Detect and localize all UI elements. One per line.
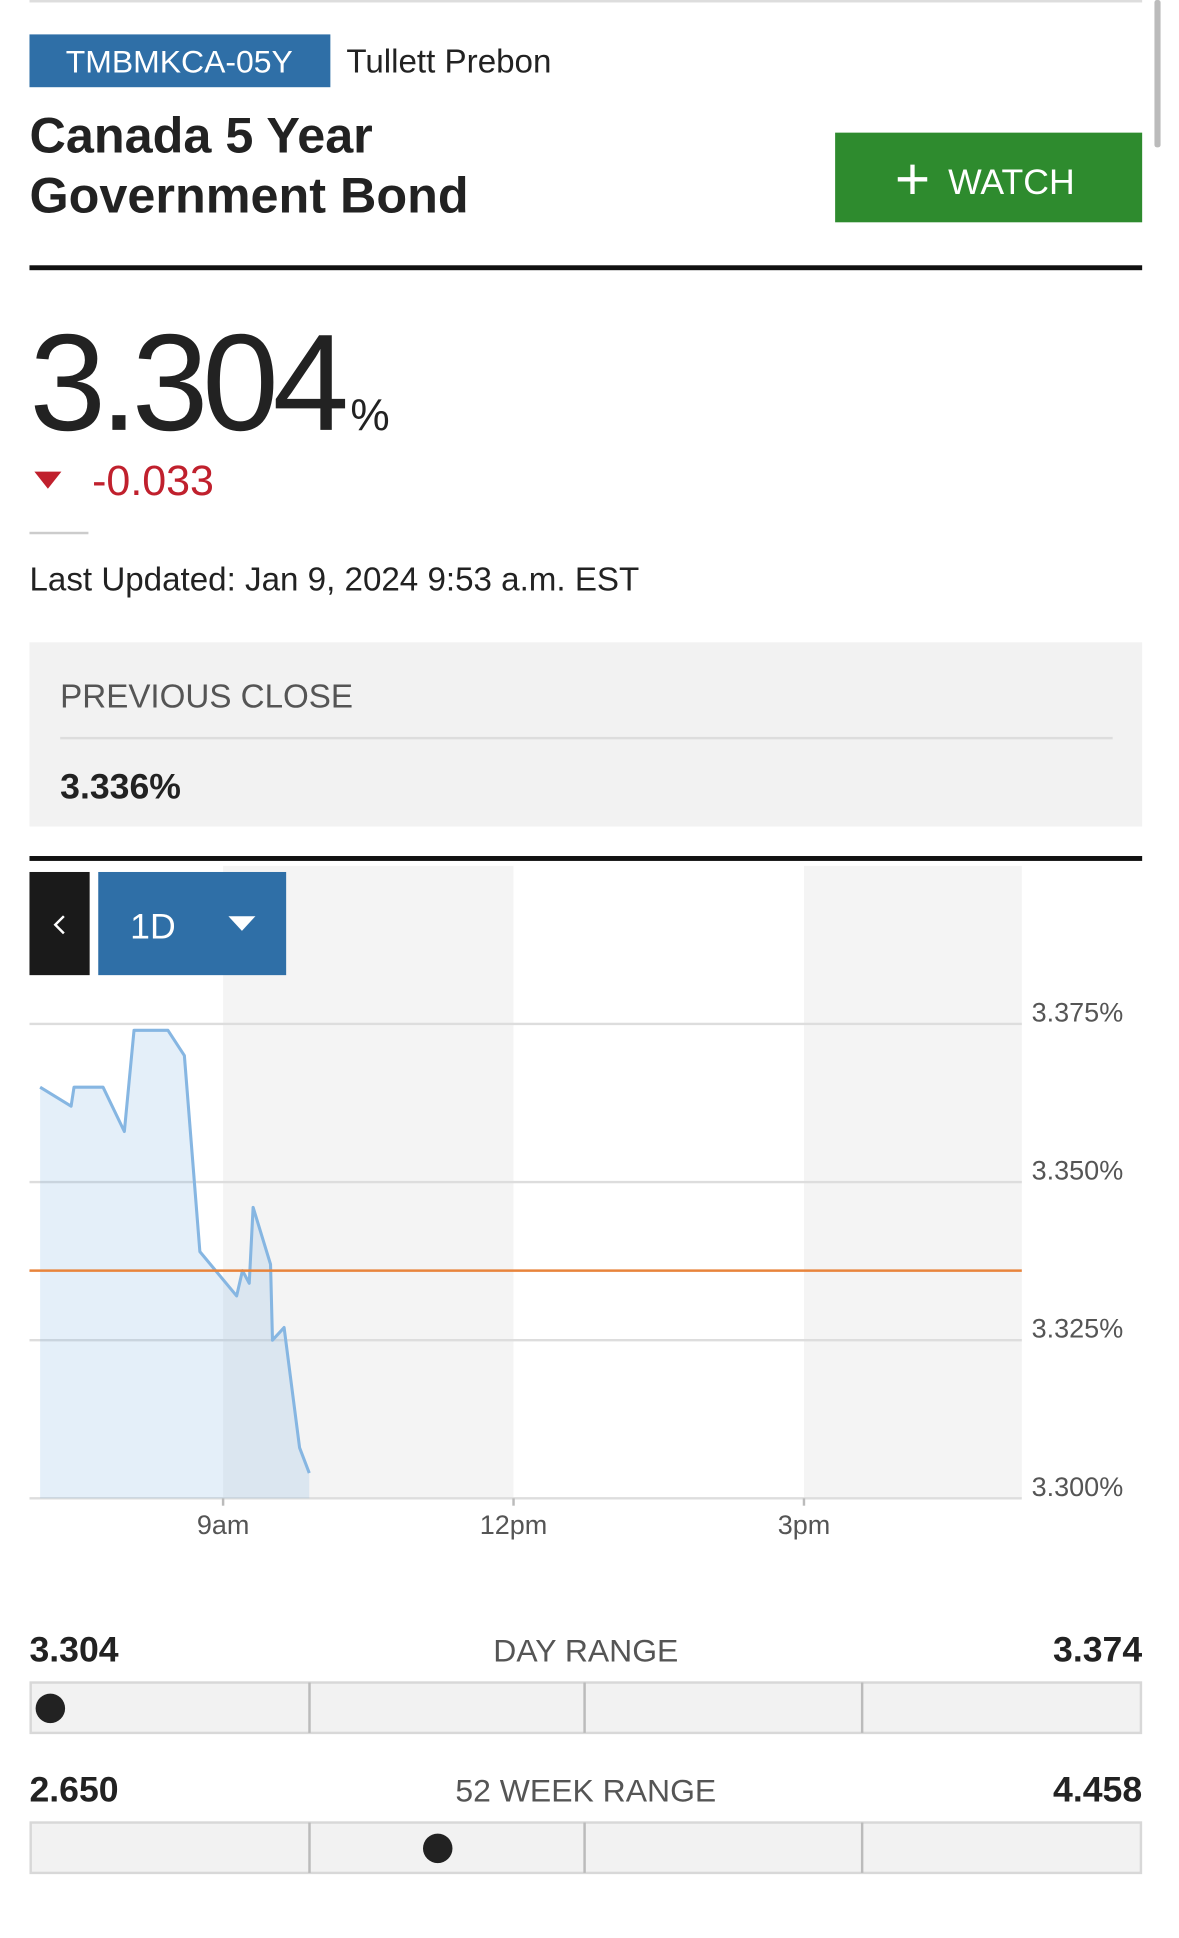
ticker: TMBMKCA-05Y (66, 43, 293, 79)
range-marker (422, 1833, 453, 1864)
y-tick-label: 3.350% (1032, 1156, 1124, 1186)
rule (29, 265, 1143, 271)
box-rule (60, 736, 1113, 740)
watch-button[interactable]: WATCH (835, 132, 1143, 223)
range-selector-bg (98, 871, 287, 976)
price: 3.304% (29, 306, 389, 460)
range-label: DAY RANGE (493, 1633, 678, 1669)
x-tick-label: 3pm (778, 1510, 831, 1540)
watch-label: WATCH (948, 162, 1075, 202)
short-rule (29, 531, 89, 535)
chart: 3.300% 3.325% 3.350% 3.375% 9am 12pm 3pm (29, 865, 1124, 1540)
x-tick-label: 12pm (480, 1510, 548, 1540)
source: Tullett Prebon (346, 43, 551, 80)
y-tick-label: 3.300% (1032, 1472, 1124, 1502)
back-icon (53, 915, 65, 935)
previous-close-value: 3.336% (60, 766, 181, 806)
ranges: 3.304 DAY RANGE 3.374 2.650 52 WEEK RANGE 4.4… (29, 1630, 1142, 1875)
dropdown-icon (228, 916, 256, 931)
range-high: 4.458 (1053, 1770, 1142, 1810)
range-label: 52 WEEK RANGE (455, 1773, 716, 1809)
change: -0.033 (92, 457, 214, 505)
back-button-bg (29, 871, 90, 976)
line (39, 1028, 311, 1474)
previous-close-label: PREVIOUS CLOSE (60, 678, 353, 715)
down-arrow (34, 471, 62, 489)
range-label: 1D (130, 906, 176, 946)
range-low: 3.304 (29, 1630, 118, 1670)
scrollbar (1154, 0, 1161, 148)
price-unit: % (350, 391, 389, 440)
title: Government Bond (29, 166, 468, 223)
title: Canada 5 Year (29, 106, 372, 163)
ticker-badge (29, 34, 331, 88)
range-selector[interactable]: 1D (98, 871, 287, 976)
rule (29, 856, 1143, 861)
plus-icon (897, 164, 928, 195)
x-tick-label: 9am (197, 1510, 250, 1540)
price-value: 3.304 (29, 306, 345, 460)
area (40, 1030, 310, 1499)
top-rule (29, 0, 1143, 3)
y-tick-label: 3.325% (1032, 1314, 1124, 1344)
watch-button-bg (835, 132, 1143, 223)
back-button[interactable] (29, 871, 90, 976)
range-marker (35, 1693, 66, 1724)
y-tick-label: 3.375% (1032, 998, 1124, 1028)
range-high: 3.374 (1053, 1630, 1142, 1670)
previous-close-box (29, 642, 1143, 827)
last-updated: Last Updated: Jan 9, 2024 9:53 a.m. EST (29, 562, 639, 599)
range-low: 2.650 (29, 1770, 118, 1810)
